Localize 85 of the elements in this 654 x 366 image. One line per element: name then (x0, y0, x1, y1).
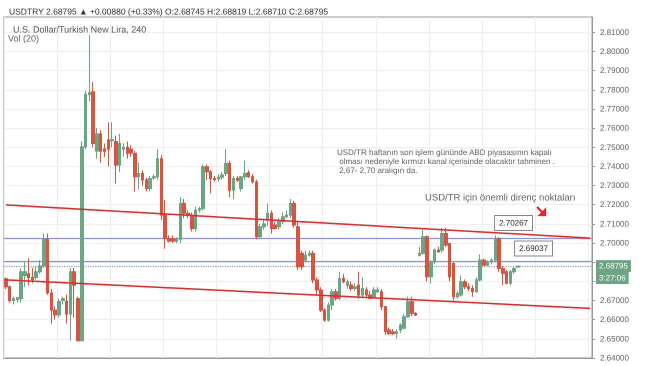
y-tick-label: 2.79000 (600, 66, 630, 76)
candlestick (361, 277, 364, 298)
ref-line-label: 2.68795 (599, 262, 628, 271)
text: 3:27:06 (599, 274, 626, 282)
candlestick (107, 122, 110, 167)
candlestick (421, 229, 425, 256)
candlestick (148, 176, 152, 192)
candlestick (440, 227, 444, 254)
candlestick (346, 278, 349, 290)
candlestick (482, 258, 486, 267)
candlestick (69, 267, 72, 342)
candlestick (270, 210, 273, 234)
candlestick (12, 296, 15, 305)
y-tick-label: 2.67000 (600, 296, 630, 306)
ref-line-label: 2.69037 (519, 244, 549, 254)
candlestick (459, 275, 463, 298)
y-tick-label: 2.70000 (600, 238, 630, 248)
candlestick (27, 258, 30, 286)
y-tick-label: 2.78000 (600, 85, 630, 94)
candlestick (114, 135, 118, 184)
candlestick (338, 271, 341, 302)
candlestick (201, 164, 205, 211)
candlestick (217, 174, 220, 182)
candlestick (304, 250, 307, 263)
candlestick (126, 141, 129, 160)
y-tick-label: 2.73000 (600, 181, 630, 190)
y-tick-label: 2.71000 (600, 219, 630, 228)
candlestick (95, 128, 99, 160)
candlestick (372, 286, 376, 300)
candlestick (65, 294, 68, 324)
y-tick-label: 2.76000 (600, 124, 630, 133)
candlestick (486, 260, 489, 267)
candlestick (190, 212, 194, 232)
candlestick (395, 328, 398, 340)
candlestick (72, 267, 76, 318)
annotation: USD/TR için önemli direnç noktaları (425, 192, 576, 204)
y-tick-label: 2.72000 (600, 200, 630, 210)
y-tick-label: 2.75000 (600, 142, 630, 152)
candlestick (342, 273, 345, 284)
candlestick (516, 265, 520, 268)
y-tick-label: 2.64000 (600, 354, 630, 362)
candlestick (57, 298, 61, 318)
candlestick (509, 269, 512, 286)
candlestick (99, 130, 102, 164)
candlestick (349, 280, 353, 292)
candlestick (425, 234, 429, 282)
candlestick (76, 296, 80, 342)
y-tick-label: 2.77000 (600, 104, 630, 114)
candlestick (118, 133, 121, 173)
candlestick (437, 246, 440, 254)
candlestick (463, 278, 467, 290)
y-tick-label: 2.74000 (600, 162, 630, 171)
candlestick (156, 148, 159, 180)
candlestick (365, 286, 368, 298)
annotation: Vol (20) (8, 34, 40, 44)
candlestick (179, 196, 182, 244)
chart-subtitle: USDTRY 2.68795 ▲ +0.00880 (+0.33%) O:2.68745 H:2.68819 L:2.68710 C:2.68795 (9, 6, 328, 16)
candlestick (505, 269, 508, 285)
candlestick (353, 282, 357, 292)
annotation: USD/TR haftanın son işlem gününde ABD piyasasının kapalı olması nedeniyle kırmızı kanal içerisinde olacaktır tahminen . 2,67- 2,70 aralıgın da. (337, 148, 555, 175)
candlestick (171, 234, 175, 244)
ref-line-label: 2.70267 (499, 218, 529, 228)
y-tick-label: 2.81000 (600, 28, 630, 37)
candlestick (391, 328, 395, 336)
candlestick (182, 198, 186, 219)
candlestick (194, 206, 197, 232)
candlestick (494, 234, 497, 263)
candlestick (471, 284, 474, 298)
candlestick (357, 271, 360, 300)
candlestick (236, 176, 239, 182)
candlestick (258, 223, 262, 240)
y-tick-label: 2.66000 (600, 315, 630, 324)
candlestick (137, 162, 140, 190)
candlestick (289, 198, 292, 219)
text: U.S. Dollar/Turkish New Lira, 240 (13, 24, 146, 34)
candlestick (224, 148, 228, 177)
candlestick (266, 202, 269, 226)
y-tick-label: 2.80000 (600, 46, 630, 56)
candlestick (110, 122, 114, 148)
candlestick (232, 176, 235, 200)
candlestick (228, 160, 231, 198)
y-tick-label: 2.65000 (600, 334, 630, 344)
candlestick (410, 296, 414, 316)
candlestick (91, 82, 95, 148)
candlestick (376, 286, 379, 294)
